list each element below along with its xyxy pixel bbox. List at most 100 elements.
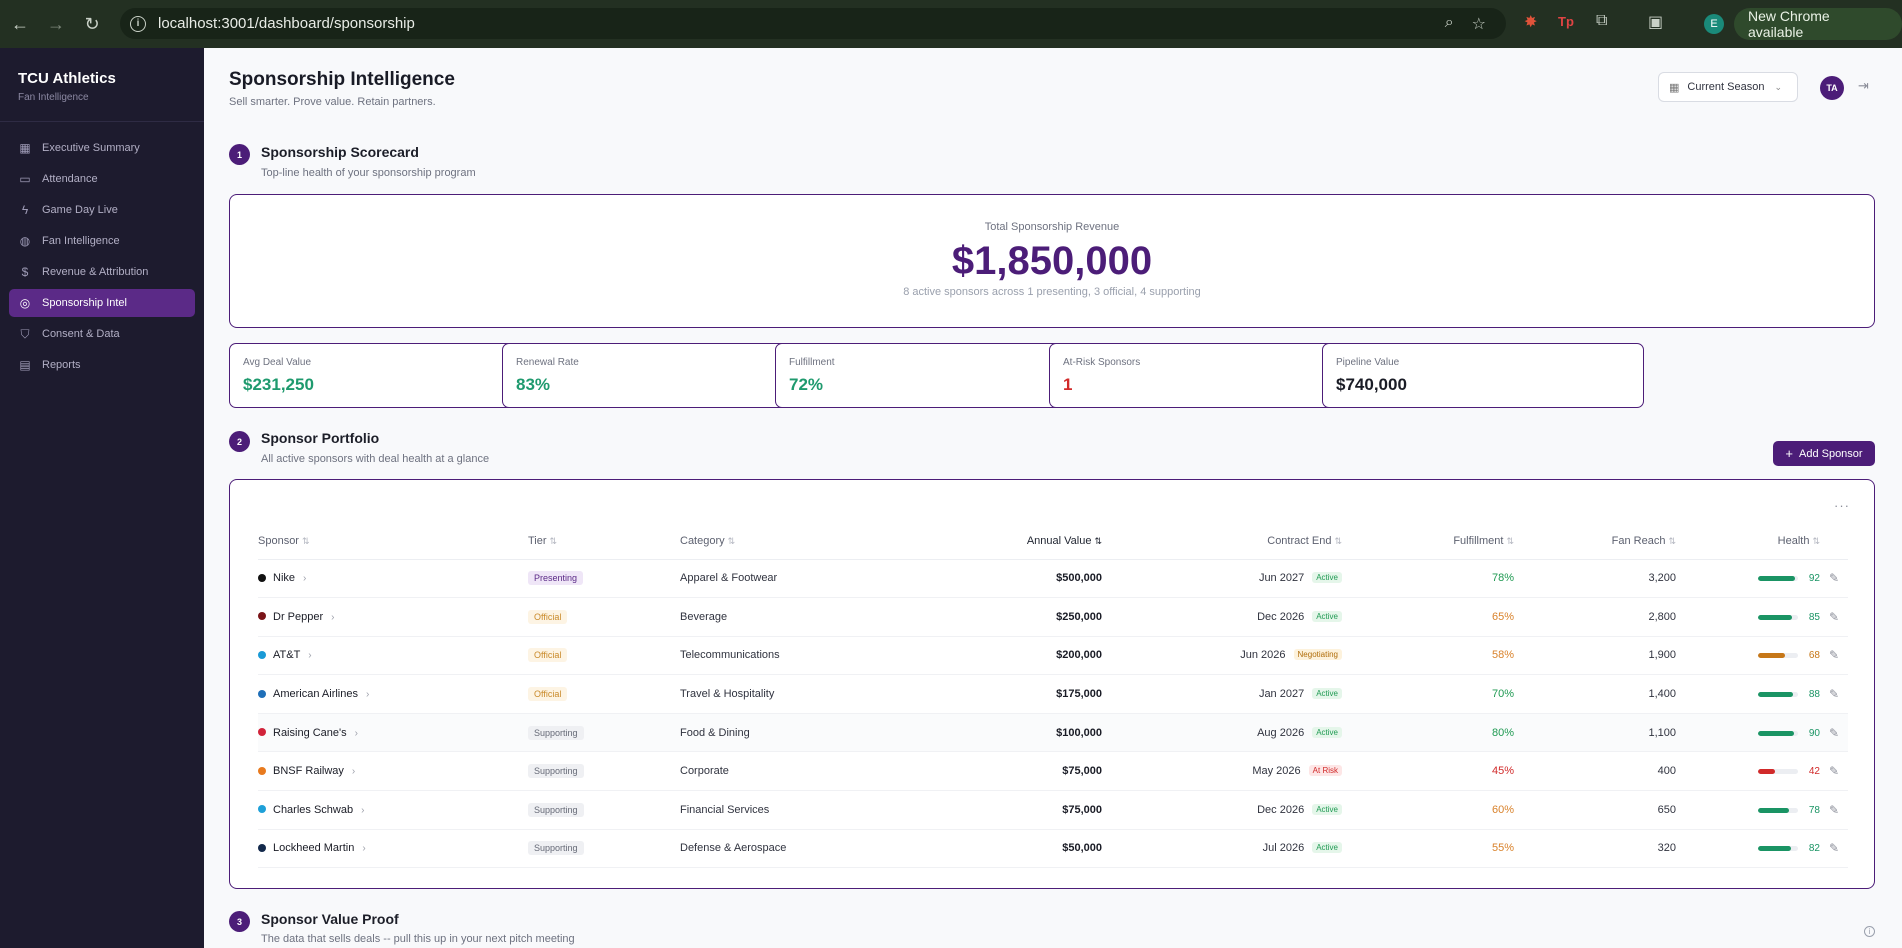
sponsor-name[interactable]: Lockheed Martin: [273, 842, 355, 855]
table-row[interactable]: American Airlines › Official Travel & Hospi…: [258, 674, 1848, 714]
edit-icon[interactable]: ✎: [1820, 674, 1848, 714]
tier-badge: Supporting: [528, 764, 584, 779]
table-row[interactable]: AT&T › Official Telecommunications $200,000 J…: [258, 636, 1848, 676]
sidebar-item-executive-summary[interactable]: ▦ Executive Summary: [9, 134, 195, 162]
cell-category: Food & Dining: [680, 713, 880, 753]
more-options-icon[interactable]: ···: [1834, 498, 1850, 513]
address-bar[interactable]: i localhost:3001/dashboard/sponsorship ⌕…: [120, 8, 1506, 39]
profile-avatar[interactable]: E: [1704, 14, 1724, 34]
column-header-contract-end[interactable]: Contract End ⇅: [1102, 523, 1342, 560]
chevron-right-icon[interactable]: ›: [361, 804, 365, 816]
sidebar-item-revenue-attribution[interactable]: $ Revenue & Attribution: [9, 258, 195, 286]
edit-icon[interactable]: ✎: [1820, 713, 1848, 753]
info-icon[interactable]: i: [1864, 926, 1875, 937]
edit-icon[interactable]: ✎: [1820, 829, 1848, 869]
table-row[interactable]: BNSF Railway › Supporting Corporate $75,000 M…: [258, 751, 1848, 792]
chevron-right-icon[interactable]: ›: [351, 766, 356, 778]
sponsor-name[interactable]: Charles Schwab: [273, 803, 354, 816]
edit-icon[interactable]: ✎: [1820, 790, 1848, 830]
sponsor-name[interactable]: American Airlines: [273, 688, 358, 701]
reload-icon[interactable]: ↻: [84, 13, 100, 34]
column-header-fan-reach[interactable]: Fan Reach ⇅: [1514, 523, 1676, 560]
extension-tp-icon[interactable]: Tp: [1558, 14, 1574, 29]
edit-icon[interactable]: ✎: [1820, 636, 1848, 676]
sidebar-item-game-day-live[interactable]: ϟ Game Day Live: [9, 196, 195, 224]
cell-sponsor[interactable]: Raising Cane's ›: [258, 713, 528, 753]
sidebar-item-fan-intelligence[interactable]: ◍ Fan Intelligence: [9, 227, 195, 255]
bookmark-star-icon[interactable]: ☆: [1471, 15, 1486, 33]
chevron-right-icon[interactable]: ›: [303, 573, 307, 585]
cell-sponsor[interactable]: Nike ›: [258, 559, 528, 599]
chevron-down-icon: ⌄: [1774, 81, 1782, 92]
edit-icon[interactable]: ✎: [1820, 597, 1848, 637]
extension-fox-icon[interactable]: ✸: [1524, 14, 1538, 31]
column-header-annual-value[interactable]: Annual Value ⇅: [880, 523, 1102, 560]
sponsor-name[interactable]: BNSF Railway: [273, 765, 344, 778]
health-bar: [1758, 730, 1798, 736]
sidebar-item-reports[interactable]: ▤ Reports: [9, 351, 195, 379]
cell-sponsor[interactable]: Dr Pepper ›: [258, 597, 528, 637]
column-header-tier[interactable]: Tier ⇅: [528, 523, 680, 560]
column-header-category[interactable]: Category ⇅: [680, 523, 880, 560]
column-header-fulfillment[interactable]: Fulfillment ⇅: [1342, 523, 1514, 560]
cell-sponsor[interactable]: Charles Schwab ›: [258, 790, 528, 830]
forward-icon[interactable]: →: [47, 13, 65, 34]
kpi-card-avg-deal-value: Avg Deal Value $231,250: [229, 343, 551, 408]
sponsor-name[interactable]: AT&T: [273, 649, 301, 662]
tier-badge: Supporting: [528, 725, 584, 740]
cell-sponsor[interactable]: Lockheed Martin ›: [258, 829, 528, 869]
sidebar-item-attendance[interactable]: ▭ Attendance: [9, 165, 195, 193]
chevron-right-icon[interactable]: ›: [362, 843, 366, 855]
chevron-right-icon[interactable]: ›: [354, 727, 358, 739]
cell-sponsor[interactable]: American Airlines ›: [258, 674, 528, 714]
health-score: 68: [1808, 650, 1820, 662]
health-bar-fill: [1758, 769, 1775, 775]
section-number-badge: 2: [229, 431, 250, 452]
cell-tier: Supporting: [528, 751, 680, 792]
sponsor-name[interactable]: Dr Pepper: [273, 610, 324, 623]
add-sponsor-button[interactable]: + Add Sponsor: [1773, 441, 1875, 466]
column-header-sponsor[interactable]: Sponsor ⇅: [258, 523, 528, 560]
kpi-card-fulfillment: Fulfillment 72%: [775, 343, 1097, 408]
table-row[interactable]: Charles Schwab › Supporting Financial Servi…: [258, 790, 1848, 830]
health-score: 92: [1808, 573, 1820, 585]
cell-tier: Supporting: [528, 829, 680, 869]
sponsor-name[interactable]: Nike: [273, 572, 296, 585]
site-info-icon[interactable]: i: [130, 15, 146, 32]
cell-sponsor[interactable]: BNSF Railway ›: [258, 751, 528, 792]
chevron-right-icon[interactable]: ›: [308, 650, 312, 662]
zoom-icon[interactable]: ⌕: [1444, 13, 1454, 31]
season-selector[interactable]: ▦ Current Season ⌄: [1658, 72, 1798, 102]
cast-icon[interactable]: ▣: [1648, 14, 1664, 31]
health-bar: [1758, 692, 1798, 698]
health-score: 78: [1808, 804, 1820, 816]
health-score: 85: [1808, 611, 1820, 623]
cell-fulfillment: 55%: [1342, 829, 1514, 869]
sponsor-name[interactable]: Raising Cane's: [273, 726, 347, 739]
cell-contract-end: Dec 2026 Active: [1102, 790, 1342, 830]
table-row[interactable]: Raising Cane's › Supporting Food & Dining $1…: [258, 713, 1848, 753]
edit-icon[interactable]: ✎: [1820, 751, 1848, 792]
url-text[interactable]: localhost:3001/dashboard/sponsorship: [158, 15, 415, 32]
sidebar-item-consent-data[interactable]: ⛉ Consent & Data: [9, 320, 195, 348]
user-avatar[interactable]: TA: [1820, 76, 1844, 100]
table-row[interactable]: Nike › Presenting Apparel & Footwear $500,00…: [258, 559, 1848, 599]
season-selector-label: Current Season: [1687, 81, 1765, 93]
table-row[interactable]: Dr Pepper › Official Beverage $250,000 Dec 20…: [258, 597, 1848, 637]
column-header-health[interactable]: Health ⇅: [1676, 523, 1820, 560]
extensions-puzzle-icon[interactable]: ⧉: [1596, 12, 1608, 29]
chevron-right-icon[interactable]: ›: [365, 689, 370, 701]
sidebar-nav: ▦ Executive Summary ▭ Attendance ϟ Game Day L…: [0, 122, 204, 379]
logout-icon[interactable]: ⇥: [1858, 78, 1869, 93]
shield-icon: ⛉: [20, 326, 30, 341]
sidebar-item-sponsorship-intel[interactable]: ◎ Sponsorship Intel: [9, 289, 195, 317]
contract-end-date: May 2026: [1252, 765, 1301, 778]
back-icon[interactable]: ←: [11, 13, 29, 34]
cell-sponsor[interactable]: AT&T ›: [258, 636, 528, 676]
table-row[interactable]: Lockheed Martin › Supporting Defense & Aero…: [258, 829, 1848, 869]
sort-icon: ⇅: [1812, 535, 1820, 546]
edit-icon[interactable]: ✎: [1820, 559, 1848, 599]
health-bar-fill: [1758, 576, 1795, 582]
chevron-right-icon[interactable]: ›: [331, 611, 335, 623]
new-chrome-available-button[interactable]: New Chrome available: [1734, 8, 1902, 40]
